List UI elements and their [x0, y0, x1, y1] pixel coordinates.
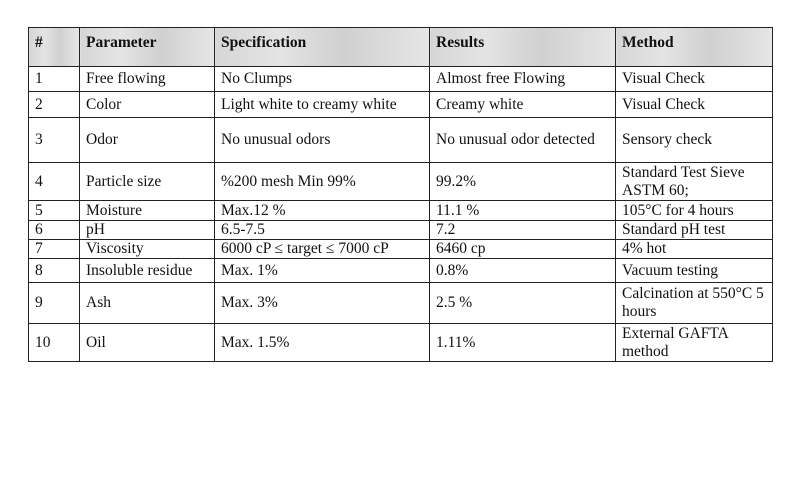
cell-parameter: Viscosity [79, 239, 215, 259]
cell-result: 7.2 [429, 220, 616, 240]
cell-specification: Max. 3% [214, 282, 430, 324]
cell-parameter: Ash [79, 282, 215, 324]
cell-parameter: Particle size [79, 162, 215, 201]
cell-parameter: Color [79, 91, 215, 118]
cell-result: 1.11% [429, 323, 616, 362]
cell-specification: No unusual odors [214, 117, 430, 163]
cell-parameter: Oil [79, 323, 215, 362]
quality-spec-table: # Parameter Specification Results Method… [28, 27, 773, 362]
cell-method: External GAFTA method [615, 323, 773, 362]
cell-number: 3 [28, 117, 80, 163]
cell-parameter: Free flowing [79, 66, 215, 92]
cell-result: 2.5 % [429, 282, 616, 324]
cell-specification: Max.12 % [214, 200, 430, 221]
header-method: Method [615, 27, 773, 67]
cell-parameter: Moisture [79, 200, 215, 221]
cell-result: Almost free Flowing [429, 66, 616, 92]
cell-method: Standard pH test [615, 220, 773, 240]
header-specification: Specification [214, 27, 430, 67]
cell-method: Sensory check [615, 117, 773, 163]
table-row: 7 Viscosity 6000 cP ≤ target ≤ 7000 cP 6460… [28, 239, 773, 259]
cell-parameter: Odor [79, 117, 215, 163]
cell-specification: 6.5-7.5 [214, 220, 430, 240]
header-results: Results [429, 27, 616, 67]
table-row: 8 Insoluble residue Max. 1% 0.8% Vacuum test… [28, 258, 773, 283]
cell-method: Visual Check [615, 66, 773, 92]
cell-result: 11.1 % [429, 200, 616, 221]
cell-number: 6 [28, 220, 80, 240]
header-parameter: Parameter [79, 27, 215, 67]
cell-result: No unusual odor detected [429, 117, 616, 163]
table-row: 9 Ash Max. 3% 2.5 % Calcination at 550°C 5 h… [28, 282, 773, 324]
cell-number: 4 [28, 162, 80, 201]
cell-number: 5 [28, 200, 80, 221]
header-row: # Parameter Specification Results Method [28, 27, 773, 67]
cell-specification: Max. 1% [214, 258, 430, 283]
cell-number: 7 [28, 239, 80, 259]
cell-specification: %200 mesh Min 99% [214, 162, 430, 201]
cell-specification: 6000 cP ≤ target ≤ 7000 cP [214, 239, 430, 259]
cell-method: Vacuum testing [615, 258, 773, 283]
header-number: # [28, 27, 80, 67]
table-row: 1 Free flowing No Clumps Almost free Flowin… [28, 66, 773, 92]
cell-specification: Max. 1.5% [214, 323, 430, 362]
cell-method: 105°C for 4 hours [615, 200, 773, 221]
table-row: 2 Color Light white to creamy white Creamy … [28, 91, 773, 118]
cell-specification: No Clumps [214, 66, 430, 92]
cell-method: 4% hot [615, 239, 773, 259]
cell-result: 6460 cp [429, 239, 616, 259]
cell-method: Calcination at 550°C 5 hours [615, 282, 773, 324]
table-row: 5 Moisture Max.12 % 11.1 % 105°C for 4 hours [28, 200, 773, 221]
cell-number: 9 [28, 282, 80, 324]
cell-number: 1 [28, 66, 80, 92]
cell-result: Creamy white [429, 91, 616, 118]
cell-number: 10 [28, 323, 80, 362]
table-row: 4 Particle size %200 mesh Min 99% 99.2% Stan… [28, 162, 773, 201]
cell-specification: Light white to creamy white [214, 91, 430, 118]
cell-number: 2 [28, 91, 80, 118]
cell-parameter: Insoluble residue [79, 258, 215, 283]
table-row: 3 Odor No unusual odors No unusual odor det… [28, 117, 773, 163]
table-row: 6 pH 6.5-7.5 7.2 Standard pH test [28, 220, 773, 240]
table-row: 10 Oil Max. 1.5% 1.11% External GAFTA method [28, 323, 773, 362]
cell-method: Standard Test Sieve ASTM 60; [615, 162, 773, 201]
cell-parameter: pH [79, 220, 215, 240]
cell-result: 99.2% [429, 162, 616, 201]
cell-number: 8 [28, 258, 80, 283]
cell-method: Visual Check [615, 91, 773, 118]
cell-result: 0.8% [429, 258, 616, 283]
